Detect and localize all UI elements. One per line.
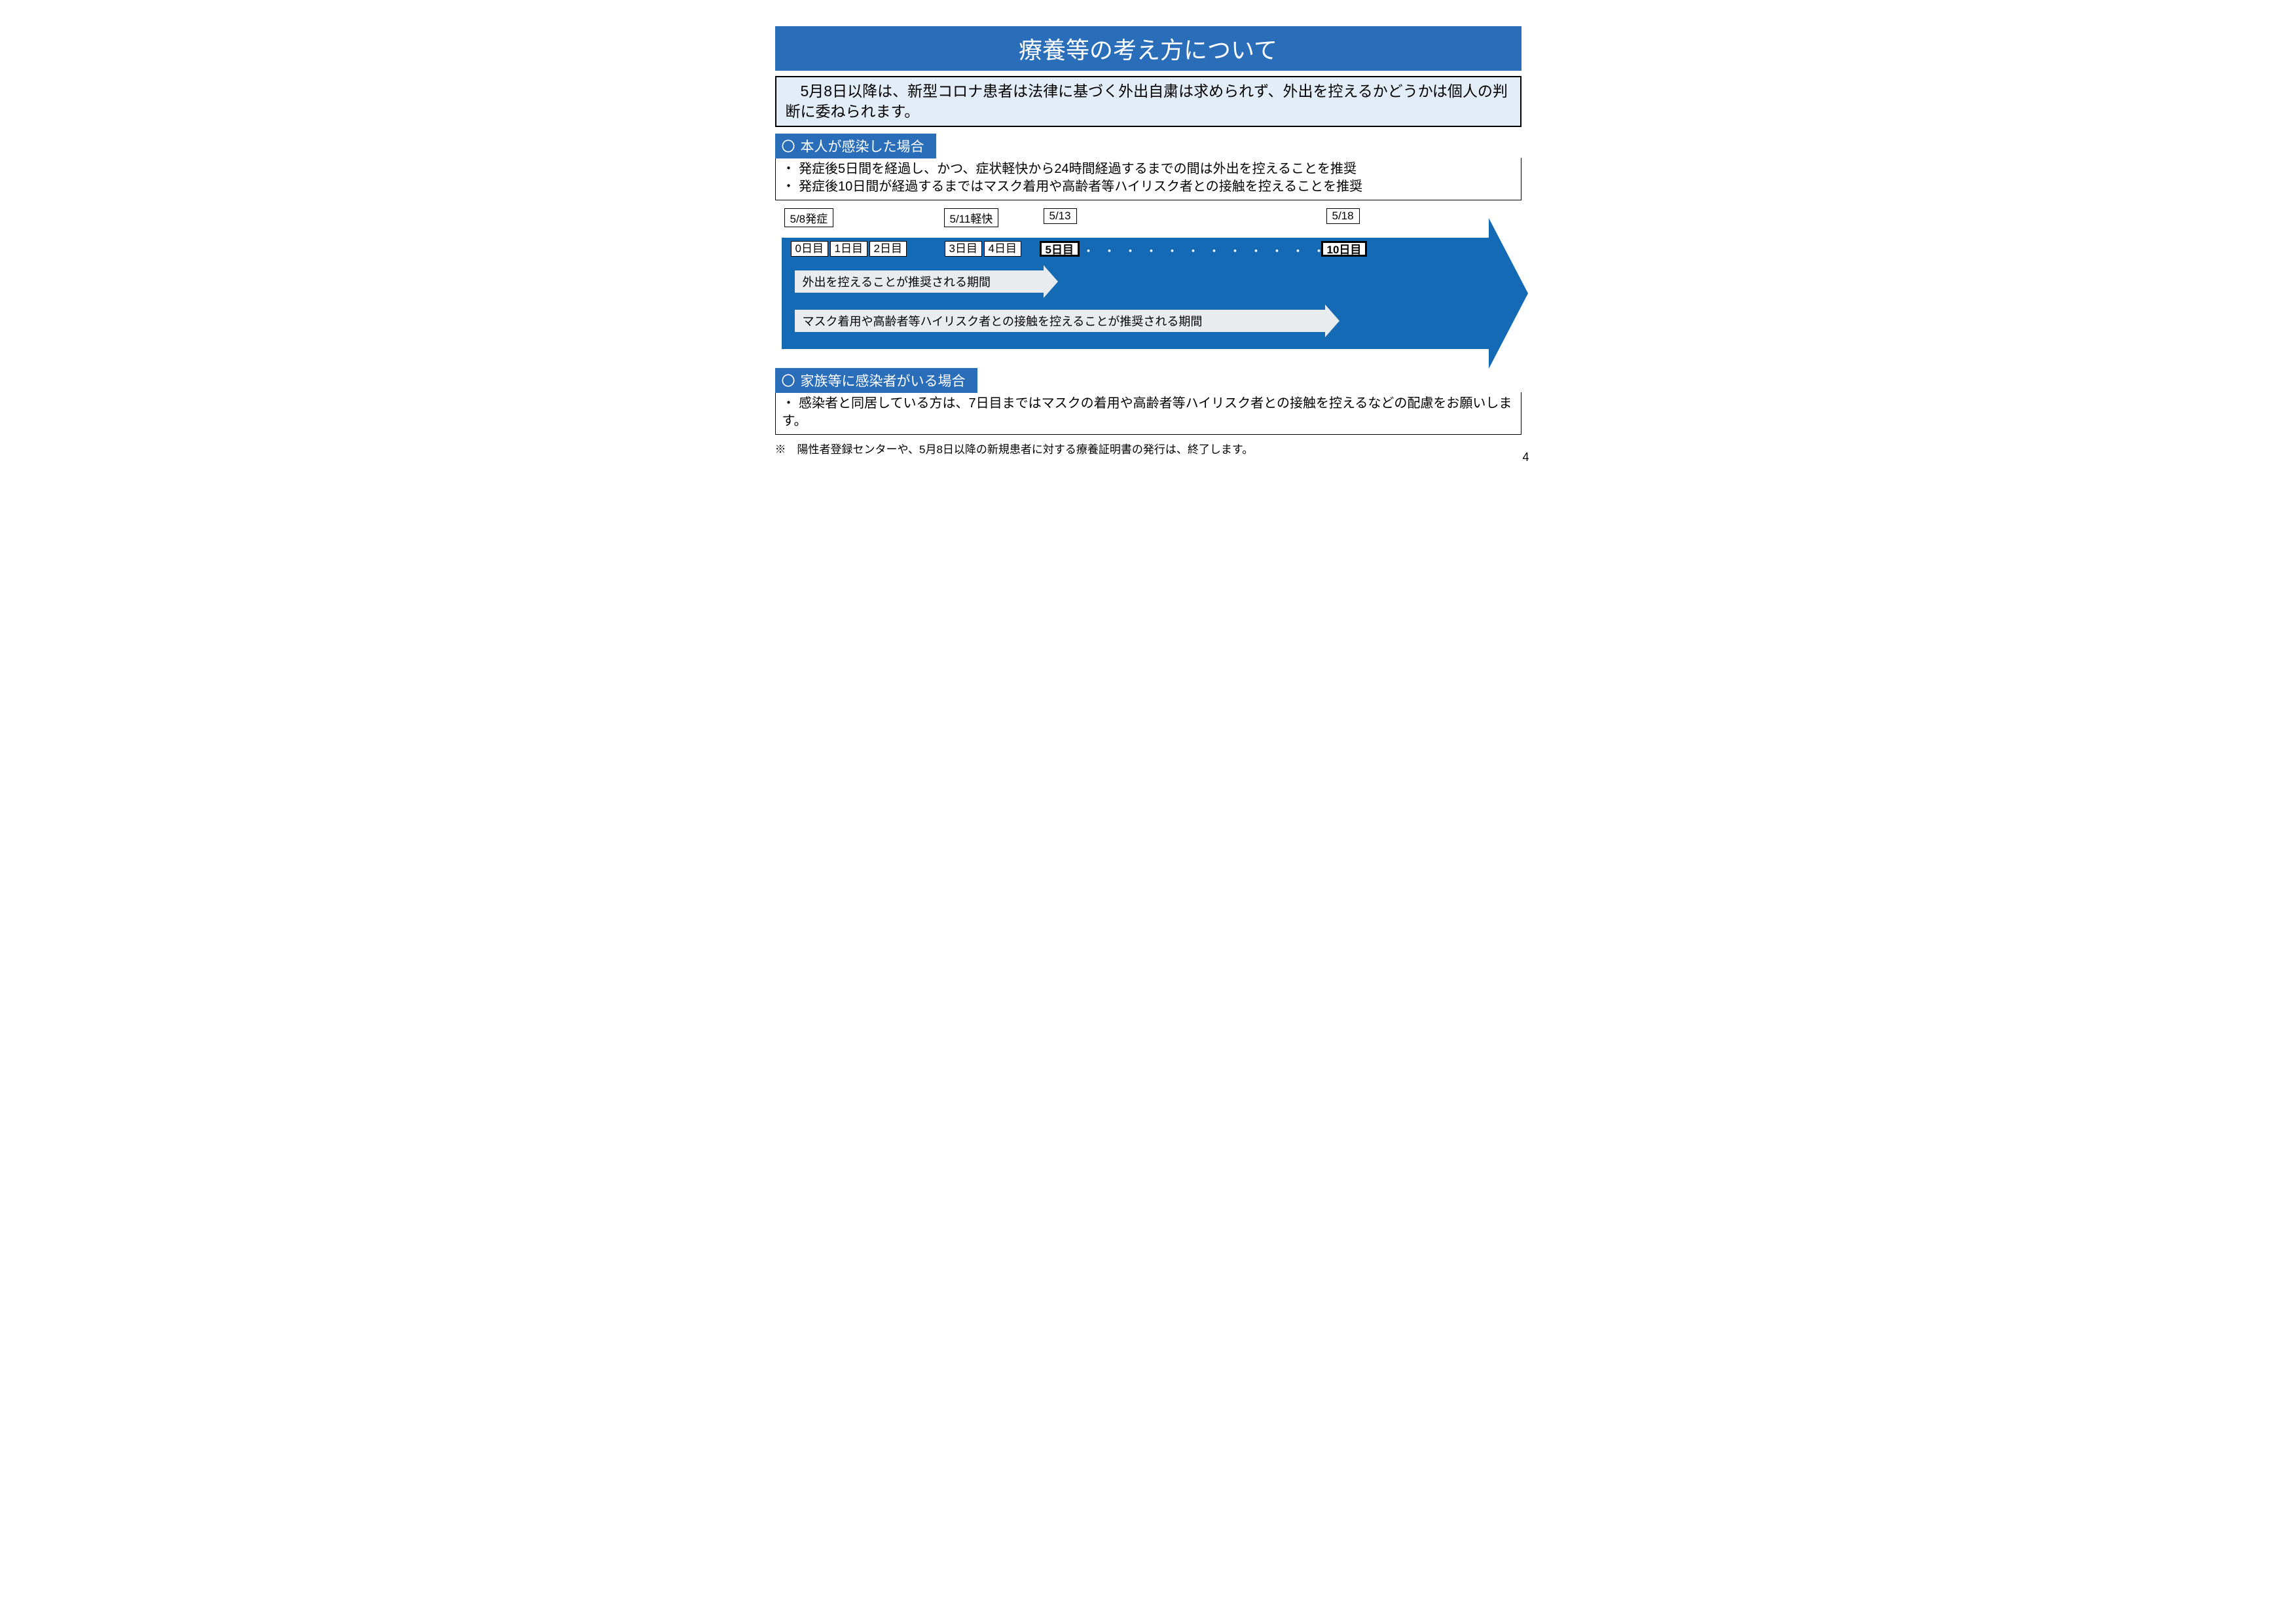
section-self-infected: 〇本人が感染した場合 ・ 発症後5日間を経過し、かつ、症状軽快から24時間経過す… — [775, 134, 1522, 200]
section1-header: 〇本人が感染した場合 — [775, 134, 936, 158]
day-box: 2日目 — [869, 241, 907, 257]
section2-header-text: 家族等に感染者がいる場合 — [801, 374, 966, 389]
date-label: 5/13 — [1044, 208, 1077, 224]
section2-header: 〇家族等に感染者がいる場合 — [775, 368, 977, 393]
day-box: 4日目 — [984, 241, 1021, 257]
section2-body: ・ 感染者と同居している方は、7日目まではマスクの着用や高齢者等ハイリスク者との… — [775, 392, 1522, 435]
day-box: 5日目 — [1040, 241, 1080, 257]
inner-arrow2-label: マスク着用や高齢者等ハイリスク者との接触を控えることが推奨される期間 — [795, 310, 1325, 332]
page-title: 療養等の考え方について — [775, 26, 1522, 71]
timeline-diagram: 5/8発症5/11軽快5/135/18 0日目1日目2日目3日目4日目5日目10… — [775, 208, 1522, 352]
section1-body: ・ 発症後5日間を経過し、かつ、症状軽快から24時間経過するまでの間は外出を控え… — [775, 158, 1522, 200]
day-box: 3日目 — [945, 241, 982, 257]
section1-bullet: ・ 発症後10日間が経過するまではマスク着用や高齢者等ハイリスク者との接触を控え… — [782, 178, 1514, 196]
day-box: 0日目 — [791, 241, 828, 257]
date-labels-row: 5/8発症 5/11軽快 5/13 5/18 — [775, 208, 1522, 227]
intro-box: 5月8日以降は、新型コロナ患者は法律に基づく外出自粛は求められず、外出を控えるか… — [775, 76, 1522, 127]
date-label: 5/11軽快 — [944, 208, 999, 227]
timeline-dots: ・・・・・・・・・・・・・ — [1083, 242, 1355, 259]
day-box: 1日目 — [830, 241, 867, 257]
inner-arrow1-label: 外出を控えることが推奨される期間 — [795, 270, 1044, 293]
date-label: 5/8発症 — [784, 208, 834, 227]
inner-arrow-mask: マスク着用や高齢者等ハイリスク者との接触を控えることが推奨される期間 — [795, 310, 1339, 332]
circle-marker-icon: 〇 — [782, 371, 795, 390]
arrow-head-icon — [1325, 304, 1339, 337]
section1-header-text: 本人が感染した場合 — [801, 139, 924, 155]
section1-bullet: ・ 発症後5日間を経過し、かつ、症状軽快から24時間経過するまでの間は外出を控え… — [782, 160, 1514, 178]
arrow-head-icon — [1044, 265, 1058, 298]
date-label: 5/18 — [1326, 208, 1360, 224]
inner-arrow-stay-home: 外出を控えることが推奨される期間 — [795, 270, 1058, 293]
footnote: ※ 陽性者登録センターや、5月8日以降の新規患者に対する療養証明書の発行は、終了… — [775, 440, 1522, 456]
page-number: 4 — [1522, 451, 1529, 464]
section-family-infected: 〇家族等に感染者がいる場合 ・ 感染者と同居している方は、7日目まではマスクの着… — [775, 368, 1522, 435]
circle-marker-icon: 〇 — [782, 136, 795, 156]
